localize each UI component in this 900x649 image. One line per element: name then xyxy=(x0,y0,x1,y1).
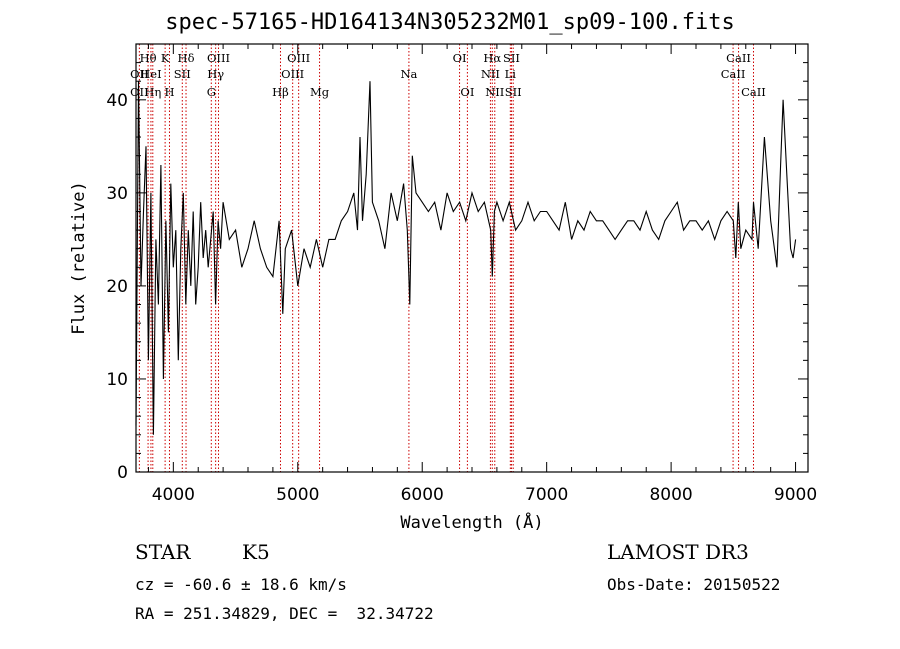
line-label-caii: CaII xyxy=(721,67,746,81)
line-label-oi: OI xyxy=(453,51,467,65)
line-label-hα: Hα xyxy=(483,51,501,65)
line-label-nii: NII xyxy=(481,67,500,81)
line-label-hδ: Hδ xyxy=(178,51,195,65)
line-label-oi: OI xyxy=(460,85,474,99)
line-label-li: Li xyxy=(505,67,517,81)
y-axis-label: Flux (relative) xyxy=(69,181,89,335)
line-label-hβ: Hβ xyxy=(272,85,289,99)
spectral-line-markers xyxy=(138,44,754,472)
object-subclass: K5 xyxy=(242,540,270,564)
y-tick-label: 10 xyxy=(106,370,128,390)
spectrum-line xyxy=(135,81,797,435)
observation-date: Obs-Date: 20150522 xyxy=(607,575,781,594)
line-label-mg: Mg xyxy=(310,85,330,99)
y-tick-label: 0 xyxy=(117,463,128,483)
x-tick-label: 5000 xyxy=(276,485,319,505)
line-label-hθ: Hθ xyxy=(140,51,157,65)
object-class: STAR xyxy=(135,540,191,564)
y-tick-label: 20 xyxy=(106,277,128,297)
line-label-oiii: OIII xyxy=(287,51,310,65)
axis-ticks: 4000 5000 6000 7000 8000 9000 0 10 20 30 40 xyxy=(106,44,817,505)
chart-title: spec-57165-HD164134N305232M01_sp09-100.f… xyxy=(165,10,735,35)
line-label-hei: HeI xyxy=(140,67,161,81)
line-label-na: Na xyxy=(400,67,417,81)
line-label-nii: NII xyxy=(485,85,504,99)
x-tick-label: 7000 xyxy=(525,485,568,505)
line-label-sii: SII xyxy=(174,67,191,81)
line-label-caii: CaII xyxy=(726,51,751,65)
x-tick-label: 8000 xyxy=(649,485,692,505)
line-label-k: K xyxy=(161,51,170,65)
plot-frame xyxy=(135,43,809,473)
y-tick-label: 30 xyxy=(106,184,128,204)
x-tick-label: 9000 xyxy=(774,485,817,505)
line-label-oii: OII xyxy=(130,67,149,81)
redshift-cz: cz = -60.6 ± 18.6 km/s xyxy=(135,575,347,594)
y-tick-label: 40 xyxy=(106,91,128,111)
line-label-caii: CaII xyxy=(741,85,766,99)
x-tick-label: 4000 xyxy=(152,485,195,505)
line-label-oiii: OIII xyxy=(207,51,230,65)
line-label-hη: Hη xyxy=(144,85,161,99)
line-label-sii: SII xyxy=(505,85,522,99)
line-label-g: G xyxy=(207,85,216,99)
coordinates-radec: RA = 251.34829, DEC = 32.34722 xyxy=(135,604,434,623)
line-label-sii: SII xyxy=(503,51,520,65)
line-label-oii: OII xyxy=(130,85,149,99)
survey-name: LAMOST DR3 xyxy=(607,540,749,564)
x-axis-label: Wavelength (Å) xyxy=(400,511,543,533)
line-label-oiii: OIII xyxy=(281,67,304,81)
line-label-hγ: Hγ xyxy=(207,67,224,81)
x-tick-label: 6000 xyxy=(401,485,444,505)
line-label-h: H xyxy=(164,85,174,99)
